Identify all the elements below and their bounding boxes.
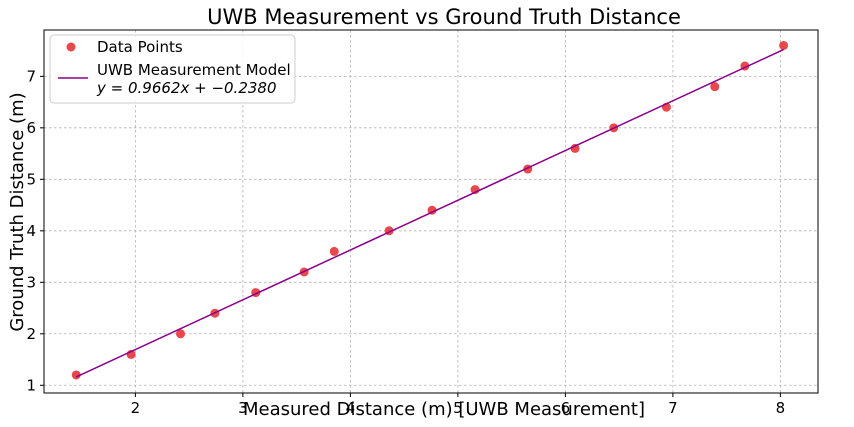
x-tick-label: 7 [668,399,678,417]
x-tick-label: 4 [346,399,356,417]
y-tick-label: 7 [26,67,36,85]
x-tick-label: 6 [561,399,571,417]
legend-box [49,34,296,104]
y-tick-label: 3 [26,273,36,291]
legend: Data Points UWB Measurement Model y = 0.… [49,34,296,104]
legend-label-model: UWB Measurement Model [97,61,291,79]
legend-label-model-equation: y = 0.9662x + −0.2380 [96,79,277,97]
legend-marker-data-points [66,42,76,52]
y-tick-label: 4 [26,222,36,240]
y-axis-label: Ground Truth Distance (m) [7,92,28,331]
plot-frame [43,29,819,394]
y-tick-label: 2 [26,325,36,343]
data-point [570,143,580,153]
data-point [779,40,789,50]
x-axis-label: Measured Distance (m) [UWB Measurement] [243,399,645,420]
y-tick-label: 1 [26,376,36,394]
ticks: 2 3 4 5 6 7 8 1 2 3 4 5 6 7 [26,67,785,417]
chart-title: UWB Measurement vs Ground Truth Distance [207,5,681,29]
data-point [710,82,720,92]
y-tick-label: 6 [26,119,36,137]
model-fit-line [75,48,784,378]
x-tick-label: 2 [131,399,141,417]
series-layer [71,40,789,380]
y-tick-label: 5 [26,170,36,188]
data-point [71,370,81,380]
x-tick-label: 3 [238,399,248,417]
grid [44,30,818,393]
data-point [329,246,339,256]
x-tick-label: 5 [453,399,463,417]
legend-label-data-points: Data Points [97,38,183,56]
data-point [176,329,186,339]
x-tick-label: 8 [776,399,786,417]
